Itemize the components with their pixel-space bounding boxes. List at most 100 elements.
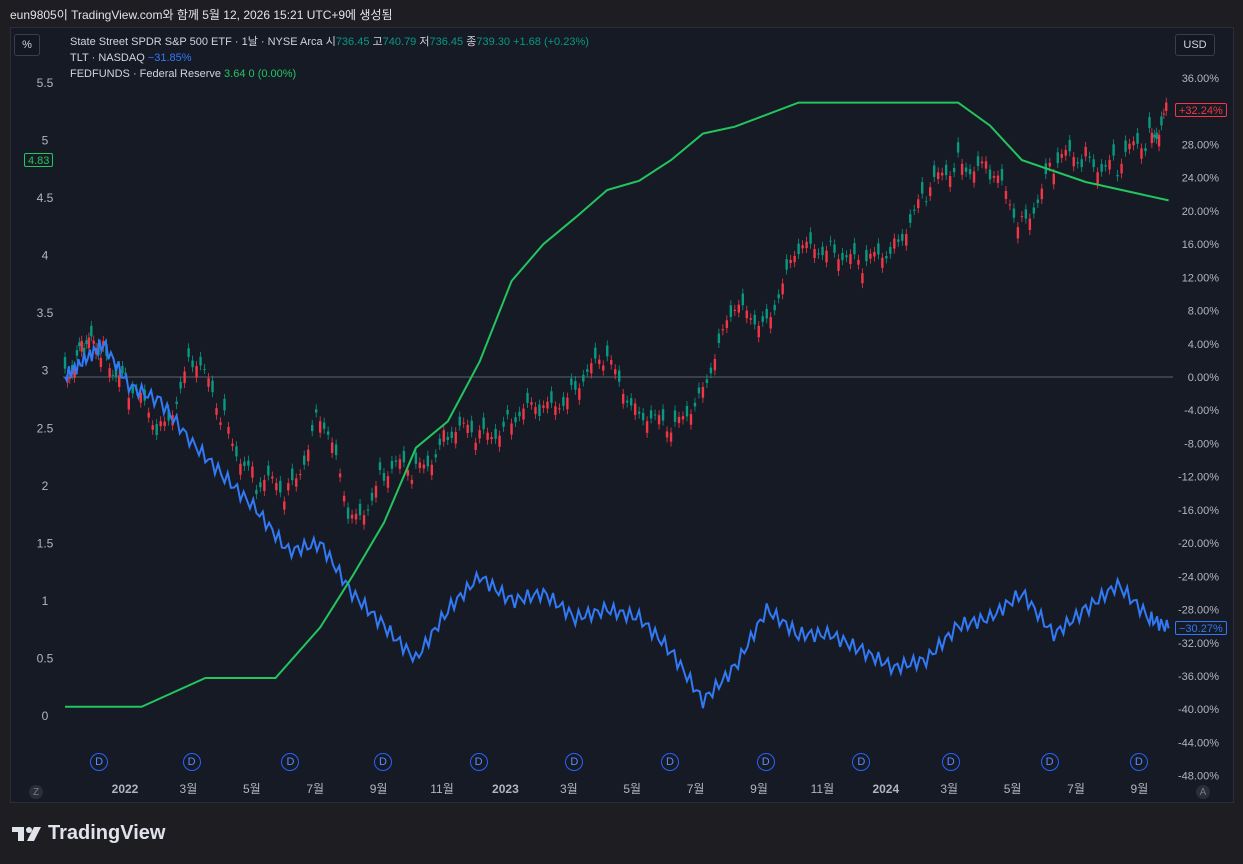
spy-candle [1080,159,1083,168]
spy-candle [127,397,130,410]
x-tick-label: 9월 [1131,782,1149,796]
legend-spy-c: 739.30 [476,36,510,48]
spy-candle [402,450,406,463]
spy-candle [362,515,366,525]
spy-candle [570,378,573,386]
spy-candle [984,161,988,169]
dividend-marker[interactable]: D [661,753,680,771]
spy-candle [988,169,992,180]
spy-candle [526,392,529,403]
dividend-marker[interactable]: D [756,753,775,771]
spy-candle [1064,149,1067,156]
spy-candle [1084,146,1087,157]
dividend-marker[interactable]: D [469,753,488,771]
spy-candle [1016,227,1020,239]
spy-candle [793,255,796,263]
x-tick-label: 9월 [370,782,388,796]
spy-candle [1160,116,1163,126]
spy-candle [118,375,121,387]
spy-candle [1108,159,1111,170]
spy-candle [673,410,677,422]
spy-candle [610,360,613,365]
spy-candle [582,374,585,382]
spy-candle [175,401,178,405]
spy-candle [1020,216,1024,218]
spy-candle [151,425,154,430]
dividend-marker[interactable]: D [90,753,109,771]
left-tick-label: 3.5 [37,306,54,320]
spy-candle [713,358,717,371]
x-tick-label: 5월 [243,782,261,796]
spy-candle [669,432,673,442]
scale-percent-button[interactable]: % [14,34,40,56]
chart-frame[interactable]: 5.554.543.532.521.510.5036.00%32.00%28.0… [10,27,1234,803]
spy-candle [187,348,190,357]
corner-letter-z[interactable]: Z [29,785,43,799]
spy-candle [633,403,637,415]
chart-svg[interactable]: 5.554.543.532.521.510.5036.00%32.00%28.0… [11,28,1233,802]
spy-candle [813,248,816,258]
spy-candle [494,429,497,439]
dividend-marker[interactable]: D [1040,753,1059,771]
x-tick-label: 7월 [1067,782,1085,796]
tradingview-logo[interactable]: TradingView [12,822,165,845]
dividend-marker[interactable]: D [852,753,871,771]
dividend-marker[interactable]: D [565,753,584,771]
spy-candle [586,369,589,372]
spy-candle [829,240,832,242]
spy-candle [350,514,354,519]
spy-candle [510,423,513,435]
legend-fed[interactable]: FEDFUNDS · Federal Reserve 3.64 0 (0.00%… [70,67,296,81]
dividend-marker[interactable]: D [281,753,300,771]
spy-candle [215,408,218,415]
spy-candle [346,507,350,519]
spy-candle [434,454,437,458]
x-tick-label: 2023 [492,782,519,796]
right-tick-label: -48.00% [1178,771,1219,783]
spy-candle [85,340,88,345]
legend-spy[interactable]: State Street SPDR S&P 500 ETF · 1날 · NYS… [70,35,589,49]
spy-last-value-badge: +32.24% [1175,103,1227,117]
spy-candle [805,241,808,249]
spy-candle [781,283,784,295]
right-tick-label: 28.00% [1182,139,1220,151]
legend-spy-o-label: 시 [325,36,336,48]
spy-candle [566,397,569,410]
currency-button[interactable]: USD [1175,34,1215,56]
left-tick-label: 5 [42,134,49,148]
dividend-marker[interactable]: D [182,753,201,771]
left-tick-label: 4.5 [37,191,54,205]
spy-candle [426,455,430,467]
spy-candle [618,370,621,382]
dividend-marker[interactable]: D [373,753,392,771]
spy-candle [1165,102,1168,111]
spy-candle [546,401,549,409]
spy-candle [550,391,553,403]
spy-candle [637,411,641,414]
dividend-marker[interactable]: D [1129,753,1148,771]
spy-candle [869,253,872,259]
left-tick-label: 1.5 [37,536,54,550]
spy-candle [394,460,398,462]
left-tick-label: 1 [42,594,49,608]
spy-candle [809,232,812,244]
spy-candle [733,309,737,312]
right-tick-label: 24.00% [1182,173,1220,185]
spy-candle [614,369,617,375]
legend-spy-o: 736.45 [335,36,370,48]
spy-candle [885,255,888,259]
spy-candle [1157,134,1161,147]
dividend-marker[interactable]: D [941,753,960,771]
legend-tlt[interactable]: TLT · NASDAQ −31.85% [70,51,192,65]
spy-candle [291,468,294,481]
spy-candle [414,452,418,464]
spy-candle [482,417,485,430]
spy-candle [458,416,461,426]
spy-candle [653,414,657,416]
right-tick-label: -32.00% [1178,638,1219,650]
spy-candle [833,244,836,253]
corner-letter-a[interactable]: A [1196,785,1210,799]
spy-candle [303,455,306,465]
spy-candle [382,472,386,481]
spy-candle [693,402,697,407]
